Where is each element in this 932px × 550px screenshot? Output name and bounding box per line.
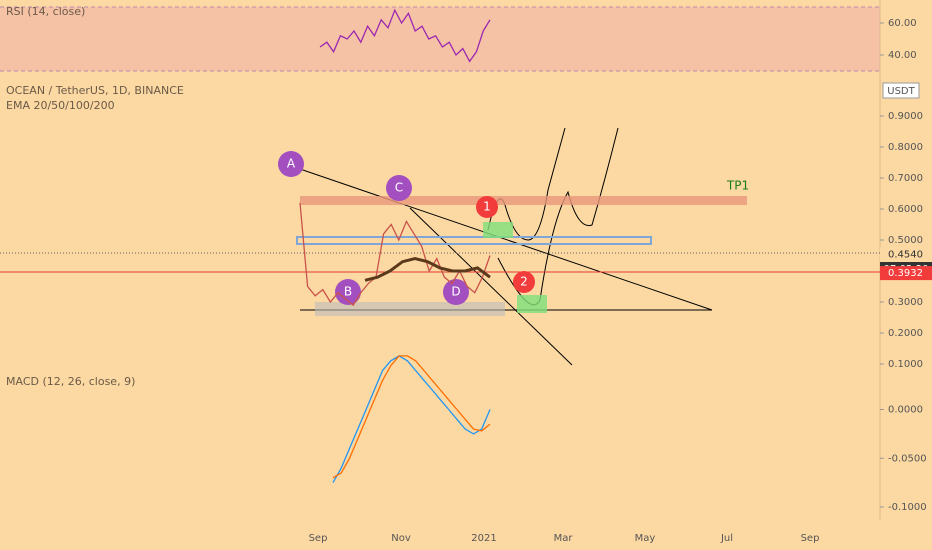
x-tick-label: 2021 [471,533,496,544]
resistance-zone [296,236,652,245]
price-subtitle: EMA 20/50/100/200 [6,99,115,112]
marker [443,279,469,305]
y-tick-label: -0.0500 [888,453,927,464]
marker [476,196,498,218]
marker-label: C [395,181,403,195]
x-tick-label: Sep [801,533,820,544]
rsi-title: RSI (14, close) [6,5,85,18]
y-tick-label: 0.7000 [888,173,923,184]
entry-box-1 [483,222,513,238]
marker [278,151,304,177]
marker-label: 1 [483,200,491,214]
y-tick-label: 60.00 [888,18,917,29]
marker-label: 2 [520,275,528,289]
x-tick-label: May [635,533,656,544]
currency: USDT [887,86,915,97]
y-tick-label: 0.0000 [888,405,923,416]
support-zone [315,302,505,316]
y-tick-label: 0.5000 [888,235,923,246]
y-tick-label: 40.00 [888,50,917,61]
price-badge [880,247,932,262]
marker [513,271,535,293]
marker-label: D [451,285,460,299]
drawings [299,127,713,366]
series-line [364,257,491,282]
x-tick-label: Mar [554,533,574,544]
tp1-zone [300,196,747,205]
marker-label: B [344,285,352,299]
rsi-band [0,7,880,71]
y-tick-label: 0.2000 [888,328,923,339]
marker [335,279,361,305]
series-line [299,202,491,307]
y-tick-label: 0.1000 [888,359,923,370]
series-line [332,355,491,479]
marker [386,175,412,201]
y-tick-label: -0.1000 [888,502,927,513]
x-tick-label: Sep [309,533,328,544]
price-badge [880,266,932,281]
x-tick-label: Jul [720,533,733,544]
macd-title: MACD (12, 26, close, 9) [6,375,135,388]
price-label: 0.4540 [888,249,923,260]
price-title: OCEAN / TetherUS, 1D, BINANCE [6,84,184,97]
y-tick-label: 0.3000 [888,297,923,308]
price-label: 0.3932 [888,268,923,279]
currency-badge [882,82,920,99]
y-tick-label: 0.6000 [888,204,923,215]
marker-label: A [287,157,296,171]
y-tick-label: 0.9000 [888,111,923,122]
entry-box-2 [517,295,547,313]
tp1-label: TP1 [726,179,749,193]
y-tick-label: 0.8000 [888,142,923,153]
x-tick-label: Nov [391,533,411,544]
series-line [319,8,491,63]
series-line [332,355,491,483]
